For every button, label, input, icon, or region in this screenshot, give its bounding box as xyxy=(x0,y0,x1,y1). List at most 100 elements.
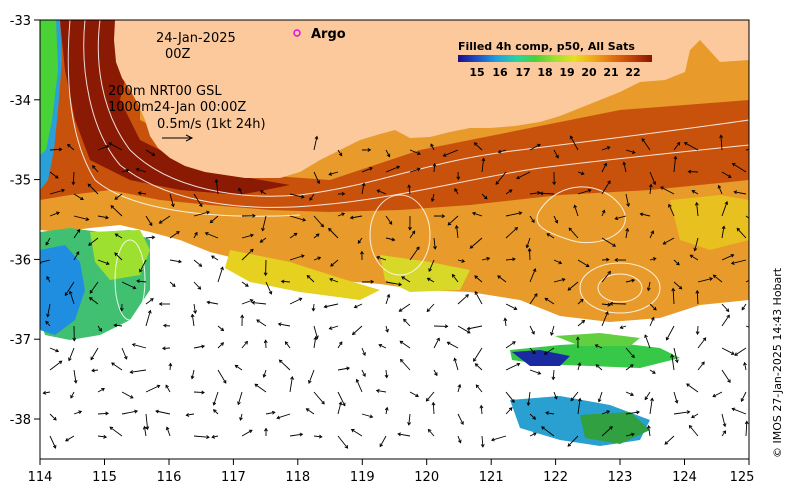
current-vector-head xyxy=(407,422,412,426)
current-vector-head xyxy=(178,259,182,264)
current-vector-head xyxy=(375,388,380,393)
current-vector xyxy=(529,248,531,261)
current-vector-head xyxy=(338,401,343,406)
current-vector-head xyxy=(516,362,521,367)
current-vector xyxy=(721,430,726,437)
current-vector xyxy=(527,391,531,406)
current-vector xyxy=(601,303,611,306)
current-vector-head xyxy=(75,251,80,255)
current-vector-head xyxy=(503,317,508,322)
current-vector xyxy=(529,192,541,195)
current-vector xyxy=(595,364,603,371)
current-vector xyxy=(601,237,616,247)
current-vector xyxy=(745,215,749,219)
current-vector-head xyxy=(508,189,513,193)
current-vector-head xyxy=(263,272,268,277)
current-vector-head xyxy=(111,362,115,366)
current-vector xyxy=(475,384,483,393)
current-vector-head xyxy=(277,322,282,327)
current-vector xyxy=(736,228,747,239)
current-vector xyxy=(690,254,699,261)
current-vector xyxy=(529,369,541,375)
current-vector xyxy=(237,391,243,405)
current-vector-head xyxy=(108,142,113,146)
current-vector xyxy=(673,259,680,266)
current-vector-head xyxy=(379,443,384,448)
current-vector-head xyxy=(240,314,245,319)
current-vector-head xyxy=(671,287,676,292)
current-vector xyxy=(447,341,459,349)
current-vector-head xyxy=(137,191,142,196)
current-vector xyxy=(467,325,483,330)
current-vector-head xyxy=(276,415,281,420)
current-vector xyxy=(110,205,123,217)
current-vector-head xyxy=(427,428,432,433)
current-vector xyxy=(193,193,203,207)
current-vector xyxy=(254,383,267,393)
current-vector xyxy=(313,136,318,151)
current-vector xyxy=(73,215,89,221)
current-vector-head xyxy=(446,341,451,346)
current-vector xyxy=(73,410,82,415)
current-vector-head xyxy=(416,246,420,251)
current-vector-head xyxy=(550,331,554,336)
current-vector xyxy=(385,325,389,333)
current-vector-head xyxy=(552,181,557,186)
current-vector-head xyxy=(119,307,124,312)
current-vector-head xyxy=(495,181,500,185)
current-vector xyxy=(472,212,483,217)
current-vector-head xyxy=(652,370,656,374)
current-vector-head xyxy=(362,373,366,377)
current-vector-head xyxy=(434,372,438,377)
current-vector-head xyxy=(712,274,717,279)
current-vector-head xyxy=(512,257,516,262)
current-vector-head xyxy=(280,279,285,284)
current-vector xyxy=(544,347,555,355)
current-vector-head xyxy=(65,437,69,442)
current-vector-head xyxy=(695,331,700,335)
current-vector-head xyxy=(750,278,753,281)
current-vector-head xyxy=(417,151,421,155)
current-vector-head xyxy=(156,384,161,389)
x-tick-label: 119 xyxy=(350,470,375,485)
current-vector-head xyxy=(315,233,320,237)
current-vector-head xyxy=(92,165,96,169)
current-vector xyxy=(409,391,419,397)
current-vector xyxy=(529,432,537,437)
current-vector xyxy=(361,183,365,195)
current-vector xyxy=(481,158,485,173)
current-vector-head xyxy=(259,190,264,194)
current-vector-head xyxy=(727,174,732,178)
current-vector xyxy=(529,215,535,223)
current-vector-head xyxy=(123,355,128,360)
current-vector-head xyxy=(480,443,485,448)
current-vector xyxy=(625,364,634,371)
current-vector-head xyxy=(631,150,636,154)
current-vector-head xyxy=(220,327,225,332)
current-vector-head xyxy=(554,219,559,224)
current-vector xyxy=(673,411,690,415)
current-vector-head xyxy=(426,277,431,282)
current-vector xyxy=(625,149,636,154)
sst-patch-south-3 xyxy=(555,333,640,346)
current-vector-head xyxy=(293,232,298,237)
current-vector-head xyxy=(641,137,646,142)
current-vector-head xyxy=(125,168,130,173)
current-vector xyxy=(337,435,348,449)
current-vector-head xyxy=(206,435,210,440)
current-vector-head xyxy=(626,203,630,207)
current-vector xyxy=(505,189,513,195)
current-vector-head xyxy=(513,306,518,310)
current-vector xyxy=(191,314,195,327)
current-vector xyxy=(72,171,75,185)
current-vector xyxy=(377,189,387,195)
current-vector xyxy=(721,254,734,261)
current-vector-head xyxy=(239,417,243,421)
current-vector xyxy=(278,323,291,327)
current-vector-head xyxy=(721,225,726,230)
current-vector xyxy=(241,341,248,349)
current-vector xyxy=(666,325,675,341)
model-label: 200m NRT00 GSL xyxy=(108,84,222,99)
current-vector-head xyxy=(606,257,610,262)
current-vector-head xyxy=(727,379,731,384)
